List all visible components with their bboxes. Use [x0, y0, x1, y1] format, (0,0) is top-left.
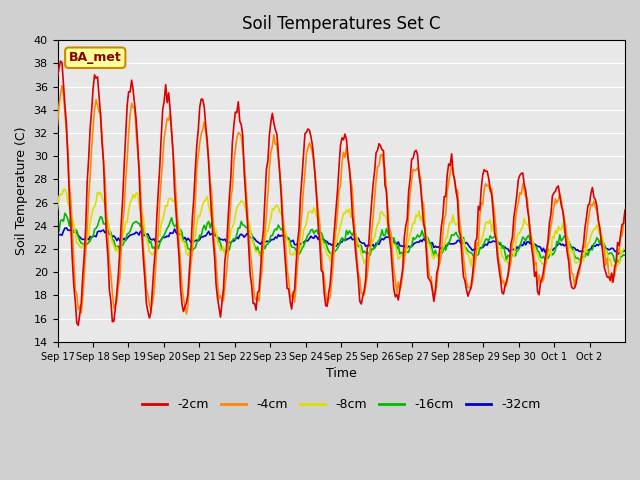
Title: Soil Temperatures Set C: Soil Temperatures Set C	[242, 15, 440, 33]
X-axis label: Time: Time	[326, 367, 356, 380]
Legend: -2cm, -4cm, -8cm, -16cm, -32cm: -2cm, -4cm, -8cm, -16cm, -32cm	[137, 394, 545, 417]
Text: BA_met: BA_met	[69, 51, 122, 64]
Y-axis label: Soil Temperature (C): Soil Temperature (C)	[15, 127, 28, 255]
